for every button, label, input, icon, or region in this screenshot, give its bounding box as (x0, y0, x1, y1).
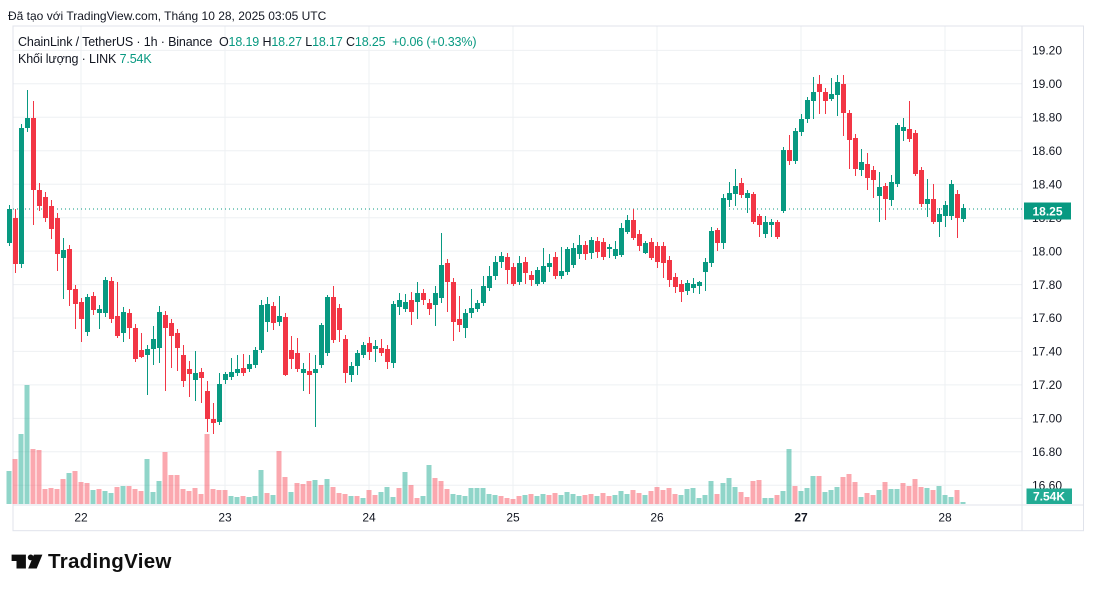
svg-text:19.00: 19.00 (1032, 77, 1062, 91)
svg-text:17.20: 17.20 (1032, 378, 1062, 392)
svg-text:17.60: 17.60 (1032, 311, 1062, 325)
svg-text:16.80: 16.80 (1032, 445, 1062, 459)
svg-text:22: 22 (74, 511, 88, 525)
svg-text:25: 25 (506, 511, 520, 525)
svg-text:17.80: 17.80 (1032, 278, 1062, 292)
svg-text:19.20: 19.20 (1032, 44, 1062, 58)
svg-text:18.60: 18.60 (1032, 144, 1062, 158)
svg-text:26: 26 (650, 511, 664, 525)
svg-text:18.00: 18.00 (1032, 244, 1062, 258)
svg-text:17.40: 17.40 (1032, 345, 1062, 359)
svg-text:28: 28 (938, 511, 952, 525)
svg-text:18.40: 18.40 (1032, 177, 1062, 191)
svg-text:18.80: 18.80 (1032, 111, 1062, 125)
svg-text:24: 24 (362, 511, 376, 525)
svg-text:TradingView: TradingView (48, 550, 172, 573)
svg-text:7.54K: 7.54K (1033, 490, 1065, 504)
svg-text:18.25: 18.25 (1032, 204, 1062, 218)
svg-text:23: 23 (218, 511, 232, 525)
svg-text:17.00: 17.00 (1032, 412, 1062, 426)
svg-text:27: 27 (794, 511, 808, 525)
